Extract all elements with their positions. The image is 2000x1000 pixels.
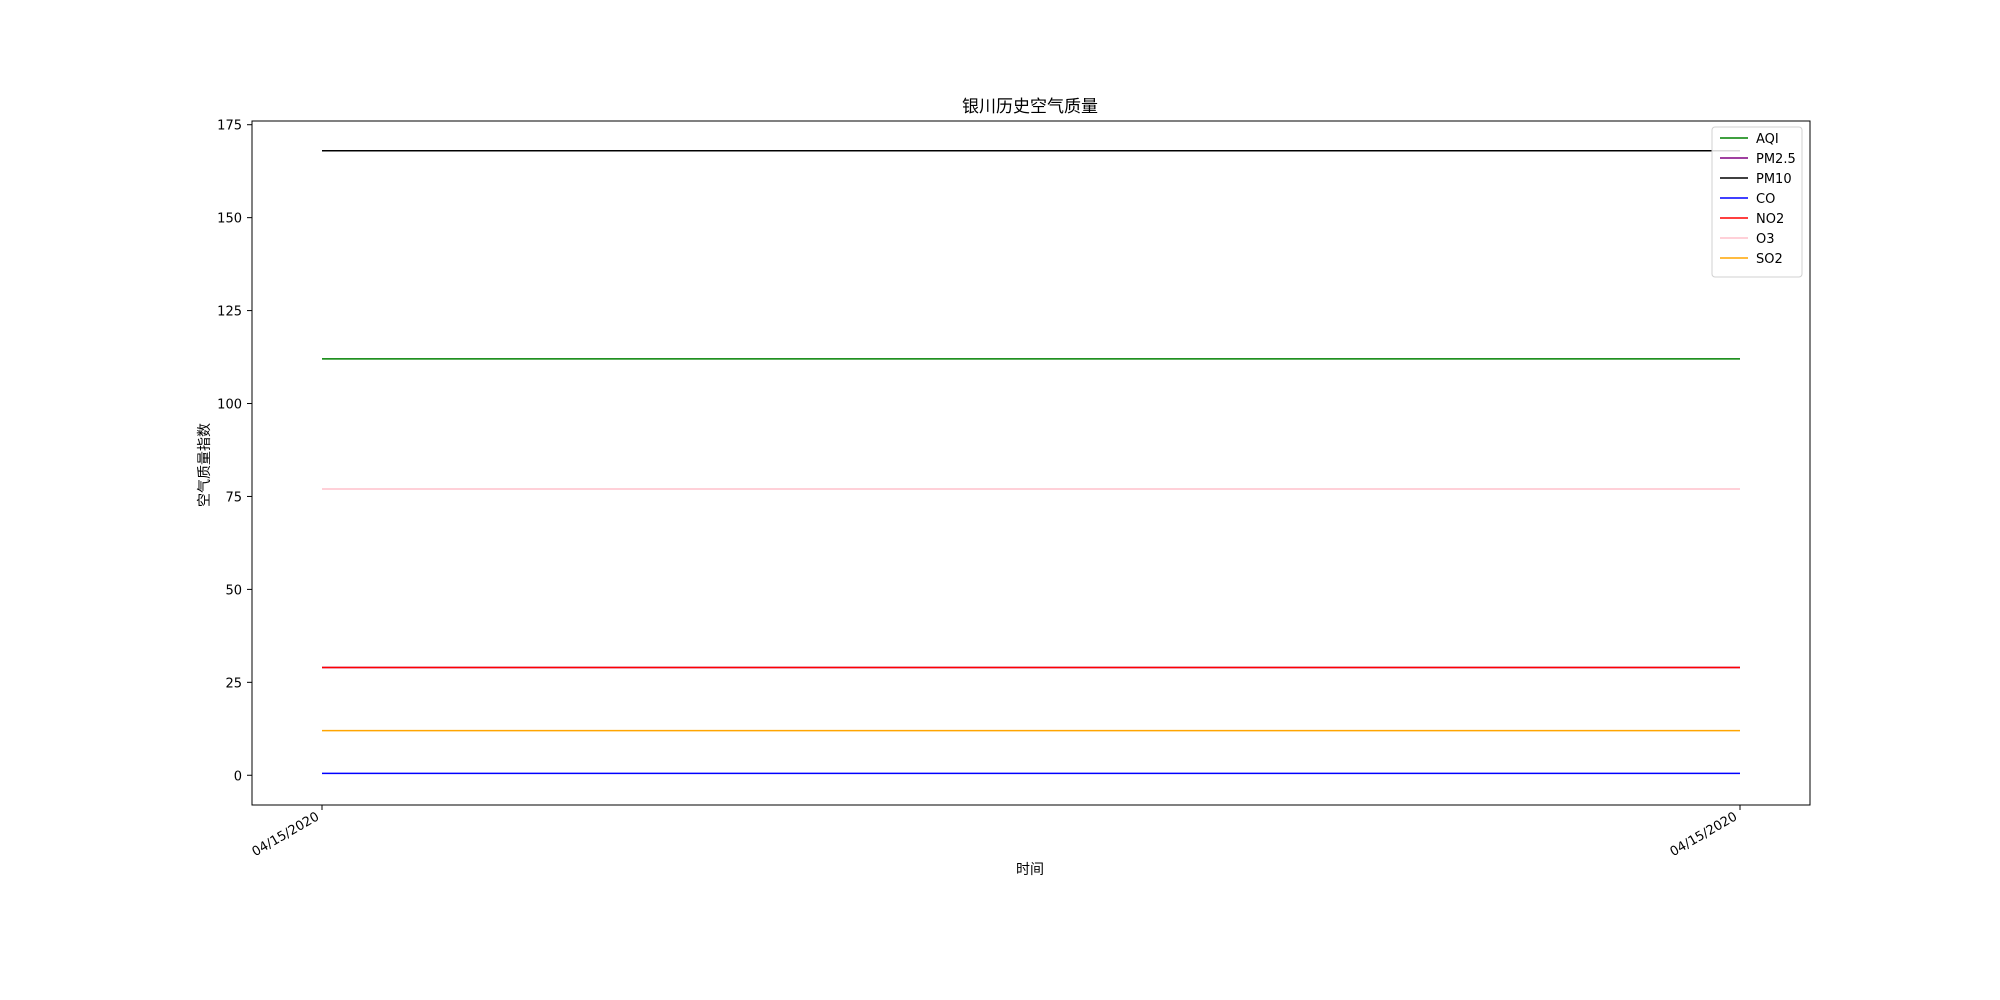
- y-tick-label: 50: [225, 583, 242, 598]
- y-axis-label: 空气质量指数: [197, 423, 213, 507]
- legend: AQI PM2.5 PM10 CO NO2 O3 SO2: [1711, 126, 1803, 278]
- y-tick-label: 100: [217, 398, 242, 413]
- y-tick-label: 25: [225, 676, 242, 691]
- legend-box: [1711, 126, 1803, 278]
- legend-label-co: CO: [1756, 192, 1775, 207]
- x-tick-label: 04/15/2020: [250, 809, 322, 859]
- y-tick-label: 175: [217, 119, 242, 134]
- plot-frame: [251, 120, 1811, 806]
- legend-label-aqi: AQI: [1756, 132, 1779, 147]
- legend-label-pm25: PM2.5: [1756, 152, 1796, 167]
- chart-title: 银川历史空气质量: [962, 97, 1098, 117]
- y-tick-label: 75: [225, 490, 242, 505]
- x-axis-label: 时间: [1016, 862, 1044, 878]
- plot-area: 0 25 50 75 100 125 150 175 04/15/2020 04/15/2020: [217, 119, 1811, 860]
- legend-label-o3: O3: [1756, 232, 1775, 247]
- y-tick-label: 0: [234, 769, 242, 784]
- legend-label-so2: SO2: [1756, 252, 1783, 267]
- legend-label-no2: NO2: [1756, 212, 1784, 227]
- x-tick-label: 04/15/2020: [1668, 809, 1740, 859]
- y-tick-label: 125: [217, 305, 242, 320]
- y-tick-label: 150: [217, 212, 242, 227]
- legend-label-pm10: PM10: [1756, 172, 1792, 187]
